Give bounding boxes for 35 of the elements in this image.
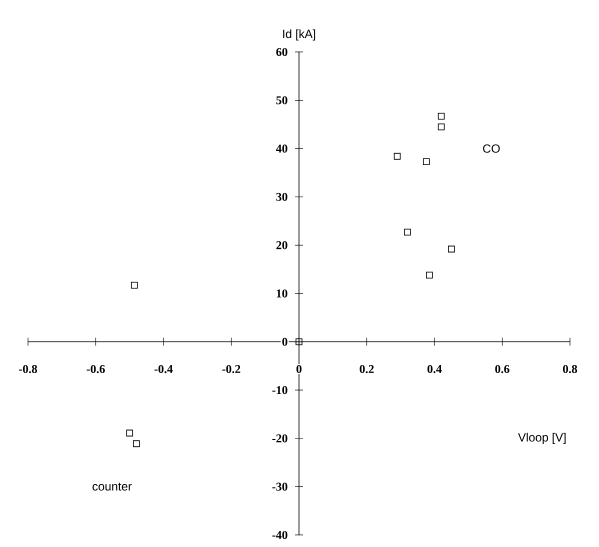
point — [133, 440, 140, 448]
x-tick-label: -0.6 — [86, 364, 105, 374]
point — [404, 228, 411, 236]
y-tick-label: 30 — [276, 192, 288, 201]
y-axis-title: Id [kA] — [283, 29, 316, 40]
point — [394, 152, 401, 160]
x-tick-label: 0.6 — [495, 364, 510, 374]
x-tick-label: 0 — [296, 364, 302, 374]
point — [438, 123, 445, 130]
point — [126, 430, 134, 436]
y-tick-label: -20 — [272, 434, 288, 442]
y-tick-label: 40 — [276, 144, 288, 153]
point — [294, 337, 304, 346]
x-tick-label: 0.8 — [562, 364, 578, 374]
point — [448, 246, 455, 252]
y-tick-label: 0 — [282, 338, 288, 346]
y-tick-label: 50 — [276, 96, 288, 104]
point — [130, 282, 138, 289]
x-tick-label: -0.4 — [154, 364, 173, 374]
y-tick-label: 20 — [276, 241, 288, 250]
annotation: CO — [483, 144, 500, 153]
x-tick-label: 0.4 — [427, 364, 442, 374]
point — [426, 272, 433, 279]
y-tick-label: -30 — [272, 482, 288, 491]
point — [422, 158, 430, 166]
x-axis-title: Vloop [V] — [518, 432, 566, 444]
y-tick-label: 10 — [276, 289, 288, 298]
annotation: counter — [92, 482, 132, 491]
y-tick-label: -40 — [272, 530, 288, 540]
point — [438, 112, 445, 120]
x-tick-label: 0.2 — [360, 364, 374, 374]
x-tick-label: -0.2 — [222, 364, 240, 374]
y-tick-label: 60 — [276, 48, 288, 56]
x-tick-label: -0.8 — [18, 364, 38, 374]
y-tick-label: -10 — [272, 386, 288, 394]
